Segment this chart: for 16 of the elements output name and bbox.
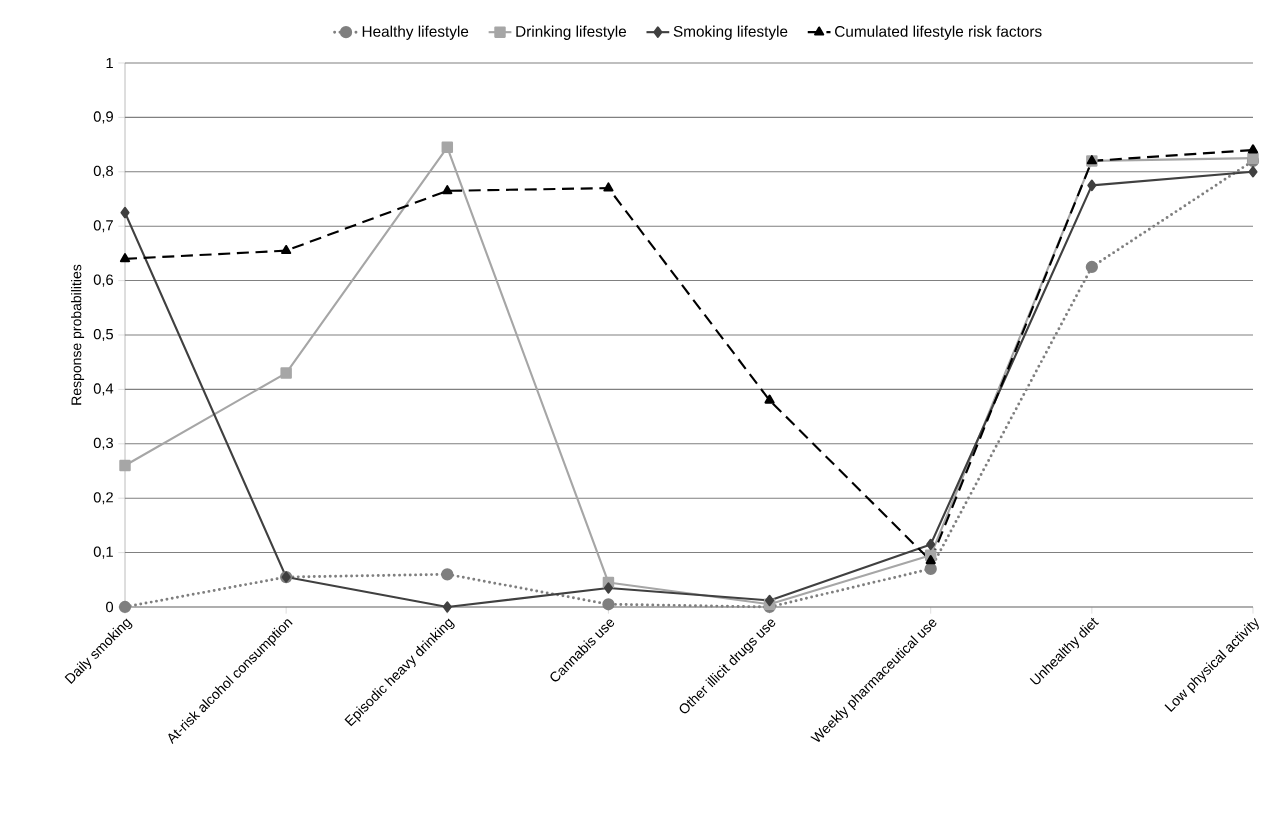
y-tick-label: 0,7 (93, 220, 113, 233)
y-tick-label: 0,1 (93, 546, 113, 559)
y-tick-label: 0,2 (93, 492, 113, 505)
legend-label: Healthy lifestyle (362, 25, 469, 40)
y-tick-label: 0,8 (93, 165, 113, 178)
y-tick-label: 1 (106, 57, 113, 69)
y-tick-label: 0 (106, 601, 114, 613)
y-axis-title: Response probabilities (71, 264, 85, 405)
y-tick-label: 0,4 (93, 383, 114, 396)
y-tick-label: 0,9 (93, 111, 113, 124)
y-tick-label: 0,3 (93, 437, 113, 450)
legend-label: Cumulated lifestyle risk factors (835, 25, 1042, 40)
legend-label: Drinking lifestyle (516, 25, 627, 40)
y-tick-label: 0,6 (93, 274, 113, 287)
y-tick-label: 0,5 (93, 328, 113, 342)
legend-label: Smoking lifestyle (673, 25, 788, 40)
